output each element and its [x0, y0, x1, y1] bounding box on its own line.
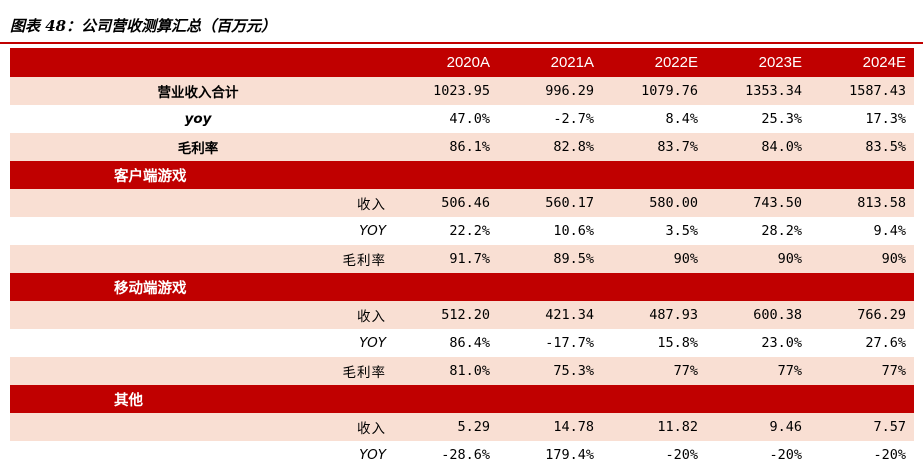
title-rule — [0, 42, 923, 44]
row-label: YOY — [359, 223, 386, 239]
row-label: 收入 — [10, 189, 394, 217]
cell-value: 14.78 — [498, 413, 602, 441]
cell-value: 9.4% — [873, 223, 906, 239]
header-year-1: 2020A — [394, 48, 498, 77]
cell-value: 47.0% — [449, 111, 490, 127]
row-label: 毛利率 — [10, 245, 394, 273]
cell-value: 487.93 — [602, 301, 706, 329]
cell-value: 25.3% — [761, 111, 802, 127]
cell-value: 10.6% — [553, 223, 594, 239]
table-row: 毛利率 81.0% 75.3% 77% 77% 77% — [10, 357, 914, 385]
header-corner — [10, 48, 394, 77]
cell-value: 421.34 — [498, 301, 602, 329]
row-label: YOY — [359, 335, 386, 351]
header-year-2: 2021A — [498, 48, 602, 77]
cell-value: 743.50 — [706, 189, 810, 217]
cell-value: 90% — [602, 245, 706, 273]
revenue-summary-table: 2020A 2021A 2022E 2023E 2024E 营业收入合计 1023.95 99… — [10, 48, 914, 467]
cell-value: 77% — [706, 357, 810, 385]
table-row: 营业收入合计 1023.95 996.29 1079.76 1353.34 1587.43 — [10, 77, 914, 105]
table-row: 毛利率 91.7% 89.5% 90% 90% 90% — [10, 245, 914, 273]
cell-value: 3.5% — [665, 223, 698, 239]
header-year-5: 2024E — [810, 48, 914, 77]
section-row: 其他 — [10, 385, 914, 413]
section-row: 客户端游戏 — [10, 161, 914, 189]
cell-value: -20% — [769, 447, 802, 463]
cell-value: 22.2% — [449, 223, 490, 239]
cell-value: 512.20 — [394, 301, 498, 329]
cell-value: -28.6% — [441, 447, 490, 463]
section-label: 客户端游戏 — [10, 161, 914, 189]
cell-value: 1079.76 — [602, 77, 706, 105]
cell-value: 27.6% — [865, 335, 906, 351]
header-year-4: 2023E — [706, 48, 810, 77]
cell-value: 91.7% — [394, 245, 498, 273]
cell-value: 77% — [810, 357, 914, 385]
cell-value: 560.17 — [498, 189, 602, 217]
cell-value: 81.0% — [394, 357, 498, 385]
cell-value: 1587.43 — [810, 77, 914, 105]
section-label: 其他 — [10, 385, 914, 413]
table-row: YOY -28.6% 179.4% -20% -20% -20% — [10, 441, 914, 467]
table-row: yoy 47.0% -2.7% 8.4% 25.3% 17.3% — [10, 105, 914, 133]
table-row: 收入 5.29 14.78 11.82 9.46 7.57 — [10, 413, 914, 441]
cell-value: 179.4% — [545, 447, 594, 463]
header-row: 2020A 2021A 2022E 2023E 2024E — [10, 48, 914, 77]
cell-value: 996.29 — [498, 77, 602, 105]
cell-value: -20% — [873, 447, 906, 463]
cell-value: 83.7% — [602, 133, 706, 161]
cell-value: -17.7% — [545, 335, 594, 351]
cell-value: 8.4% — [665, 111, 698, 127]
cell-value: 75.3% — [498, 357, 602, 385]
cell-value: 90% — [706, 245, 810, 273]
cell-value: 86.4% — [449, 335, 490, 351]
row-label: 收入 — [10, 413, 394, 441]
cell-value: 1353.34 — [706, 77, 810, 105]
cell-value: 9.46 — [706, 413, 810, 441]
cell-value: 84.0% — [706, 133, 810, 161]
cell-value: 28.2% — [761, 223, 802, 239]
row-label: YOY — [359, 447, 386, 463]
cell-value: 82.8% — [498, 133, 602, 161]
figure-title: 图表 48：公司营收测算汇总（百万元） — [10, 17, 277, 35]
cell-value: 11.82 — [602, 413, 706, 441]
cell-value: 7.57 — [810, 413, 914, 441]
section-row: 移动端游戏 — [10, 273, 914, 301]
cell-value: 1023.95 — [394, 77, 498, 105]
cell-value: 580.00 — [602, 189, 706, 217]
cell-value: 5.29 — [394, 413, 498, 441]
table-row: YOY 86.4% -17.7% 15.8% 23.0% 27.6% — [10, 329, 914, 357]
row-label: 营业收入合计 — [10, 77, 394, 105]
table-row: 收入 512.20 421.34 487.93 600.38 766.29 — [10, 301, 914, 329]
cell-value: 89.5% — [498, 245, 602, 273]
table-row: 收入 506.46 560.17 580.00 743.50 813.58 — [10, 189, 914, 217]
cell-value: 506.46 — [394, 189, 498, 217]
cell-value: 86.1% — [394, 133, 498, 161]
header-year-3: 2022E — [602, 48, 706, 77]
row-label: yoy — [184, 111, 212, 127]
cell-value: 83.5% — [810, 133, 914, 161]
row-label: 收入 — [10, 301, 394, 329]
cell-value: 813.58 — [810, 189, 914, 217]
section-label: 移动端游戏 — [10, 273, 914, 301]
cell-value: -2.7% — [553, 111, 594, 127]
table-row: YOY 22.2% 10.6% 3.5% 28.2% 9.4% — [10, 217, 914, 245]
cell-value: -20% — [665, 447, 698, 463]
cell-value: 23.0% — [761, 335, 802, 351]
row-label: 毛利率 — [10, 357, 394, 385]
cell-value: 90% — [810, 245, 914, 273]
cell-value: 766.29 — [810, 301, 914, 329]
cell-value: 15.8% — [657, 335, 698, 351]
table-row: 毛利率 86.1% 82.8% 83.7% 84.0% 83.5% — [10, 133, 914, 161]
cell-value: 77% — [602, 357, 706, 385]
cell-value: 17.3% — [865, 111, 906, 127]
cell-value: 600.38 — [706, 301, 810, 329]
row-label: 毛利率 — [10, 133, 394, 161]
